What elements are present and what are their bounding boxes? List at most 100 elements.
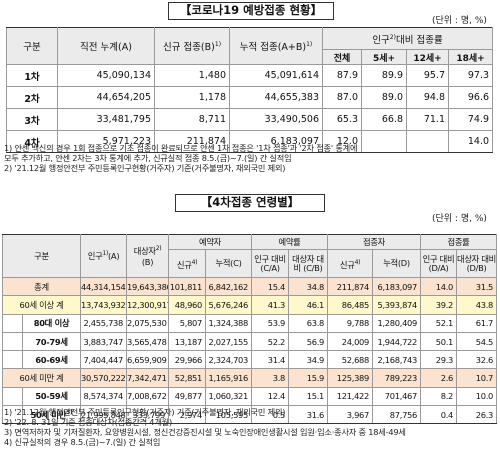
col-pop-ratio-d: 인구 대비 (D/A) <box>420 249 458 278</box>
cell: 211,874 <box>327 276 374 297</box>
cell: 3,967 <box>327 405 374 425</box>
cell: 12.4 <box>251 386 290 407</box>
cell: 41.3 <box>251 295 290 315</box>
table-row-subtotal: 60세 이상 계 13,743,932 12,300,917 48,960 5,… <box>1 295 498 315</box>
row-label: 60-69세 <box>21 350 82 370</box>
cell: 52,851 <box>168 368 207 388</box>
col-reserved-group: 예약자 <box>168 234 253 250</box>
section2-title: 【4차접종 연령별】 <box>175 194 325 212</box>
cell: 34.9 <box>288 350 329 370</box>
cell: 9,788 <box>327 313 374 333</box>
cell: 33,481,795 <box>57 108 155 131</box>
cell: 3,883,747 <box>80 331 128 352</box>
col-ratio-12plus: 12세+ <box>406 49 449 65</box>
row-label: 1차 <box>6 64 58 87</box>
age-group-table: 구분 인구1)(A) 대상자2) (B) 예약자 예약률 접종자 접종률 신규4)… <box>1 234 498 425</box>
cell: 71.1 <box>406 108 449 131</box>
cell: 29.3 <box>420 350 458 370</box>
cell: 14.0 <box>447 130 494 153</box>
cell: 211,874 <box>154 130 230 153</box>
note: 1) 얀센 백신의 경우 1회 접종으로 기초 접종이 완료되므로 얀센 1차 … <box>4 143 358 153</box>
row-label: 60세 이상 계 <box>1 295 82 315</box>
row-label: 2차 <box>6 86 58 109</box>
cell: 87.0 <box>322 86 362 109</box>
table-row: 60-69세 7,404,447 6,659,909 29,966 2,324,… <box>2 350 498 370</box>
cell: 30,570,222 <box>80 368 128 388</box>
note: 모두 추가하고, 얀센 2차는 3차 통계에 추가, 신규실적 접종 8.5.(… <box>4 153 292 163</box>
cell: 12,300,917 <box>126 295 170 315</box>
cell: 1,178 <box>154 86 230 109</box>
cell: 26.3 <box>456 405 498 425</box>
cell: 49,877 <box>168 386 207 407</box>
cell: 3.8 <box>251 368 290 388</box>
cell: 39.2 <box>420 295 458 315</box>
col-category: 구분 <box>1 234 82 278</box>
cell: 1,165,916 <box>205 368 253 388</box>
cell: 5,393,874 <box>372 295 422 315</box>
cell: 0.4 <box>420 405 458 425</box>
cell: 6,659,909 <box>126 350 170 370</box>
cell: 97.3 <box>447 64 494 87</box>
col-cum-reserved: 누적(C) <box>205 249 253 278</box>
col-new-reserved: 신규4) <box>168 249 207 278</box>
cell: 89.0 <box>361 86 407 109</box>
section2-unit: (단위 : 명, %) <box>432 214 487 224</box>
row-label: 80대 이상 <box>21 313 82 333</box>
table-row: 50세 미만3) 21,995,848 333,799 2,974 105,59… <box>2 405 498 425</box>
cell: 6,183,097 <box>372 276 422 297</box>
cell: 13,743,932 <box>80 295 128 315</box>
cell: 95.7 <box>406 64 449 87</box>
note: 3) 면역저하자 및 기저질환자, 요양병원시설, 정신건강증진시설 및 노숙인… <box>4 427 406 437</box>
row-label: 60세 미만 계 <box>1 368 82 388</box>
cell: 2,455,738 <box>80 313 128 333</box>
cell: 53.9 <box>251 313 290 333</box>
table-row-subtotal: 60세 미만 계 30,570,222 7,342,471 52,851 1,1… <box>1 368 498 388</box>
col-ratio-group: 인구2)대비 접종률 <box>321 27 494 50</box>
col-ratio-5plus: 5세+ <box>361 49 407 65</box>
col-cum-vaccinated: 누적(D) <box>372 249 422 278</box>
cell: 31.4 <box>251 350 290 370</box>
cell: 45,090,134 <box>57 64 155 87</box>
cell: 8,711 <box>154 108 230 131</box>
col-target-ratio-c: 대상자 대비 (C/B) <box>288 249 329 278</box>
cell: 44,655,383 <box>229 86 323 109</box>
row-label: 4차 <box>6 130 58 153</box>
row-label: 50세 미만3) <box>21 405 82 425</box>
col-total: 누적 접종(A+B)1) <box>229 27 323 65</box>
cell: 44,654,205 <box>57 86 155 109</box>
cell: 48,960 <box>168 295 207 315</box>
note: 2) '22. 8. 31일 기준 접종대상자(접종간격 4개월) <box>4 417 172 427</box>
cell <box>361 130 407 153</box>
row-label: 3차 <box>6 108 58 131</box>
cell: 6,842,162 <box>205 276 253 297</box>
cell: 5,971,223 <box>57 130 155 153</box>
table-row-total: 총계 44,314,154 19,643,386 101,811 6,842,1… <box>1 276 498 297</box>
cell: 31.6 <box>288 405 329 425</box>
cell: 31.5 <box>456 276 498 297</box>
cell: 50.1 <box>420 331 458 352</box>
cell: 15.9 <box>288 368 329 388</box>
note: 1) '21.12월 행정안전부 주민등록인구현황(거주자) 기준(거주불명자,… <box>4 407 286 417</box>
section1-title: 【코로나19 예방접종 현황】 <box>168 2 334 20</box>
cell: 45,091,614 <box>229 64 323 87</box>
cell: 2,027,155 <box>205 331 253 352</box>
cell: 96.6 <box>447 86 494 109</box>
cell: 10.7 <box>456 368 498 388</box>
cell: 52.2 <box>251 331 290 352</box>
table-row: 1차 45,090,134 1,480 45,091,614 87.9 89.9… <box>6 64 494 87</box>
cell: 14.0 <box>420 276 458 297</box>
table-row: 2차 44,654,205 1,178 44,655,383 87.0 89.0… <box>6 86 494 109</box>
cell: 34.8 <box>288 276 329 297</box>
section1-unit: (단위 : 명, %) <box>432 16 487 26</box>
cell: 56.9 <box>288 331 329 352</box>
cell: 87.9 <box>322 64 362 87</box>
section1-notes: 1) 얀센 백신의 경우 1회 접종으로 기초 접종이 완료되므로 얀센 1차 … <box>4 143 358 173</box>
cell: 6,183,097 <box>229 130 323 153</box>
note: 2) '21.12월 행정안전부 주민등록인구현황(거주자) 기준(거주불명자,… <box>4 163 286 173</box>
cell: 1,944,722 <box>372 331 422 352</box>
cell: 86,485 <box>327 295 374 315</box>
col-cumulative: 직전 누계(A) <box>57 27 155 65</box>
cell: 61.7 <box>456 313 498 333</box>
cell: 24,009 <box>327 331 374 352</box>
cell: 1,060,321 <box>205 386 253 407</box>
